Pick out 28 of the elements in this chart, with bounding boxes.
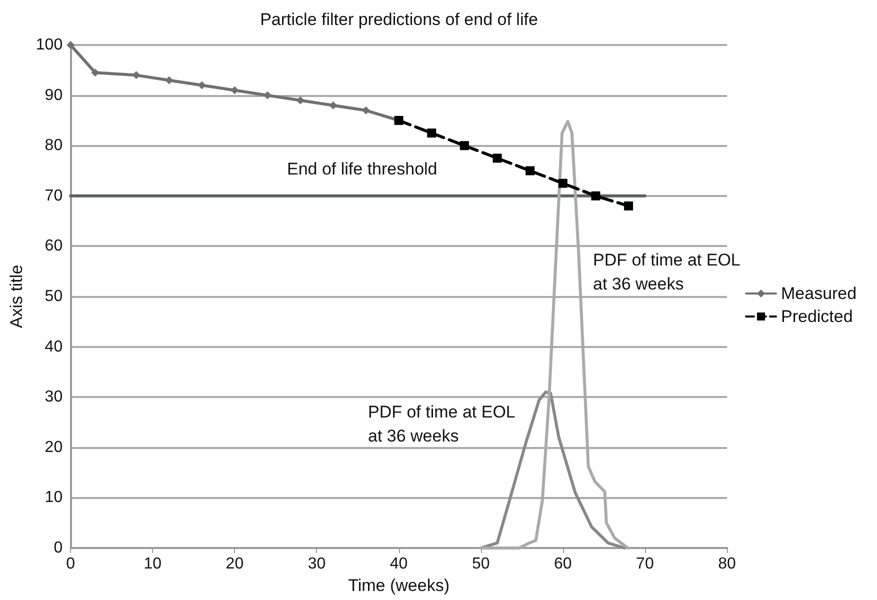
legend-label: Measured	[781, 284, 857, 303]
x-tick-label: 30	[308, 556, 326, 572]
y-tick-label: 100	[36, 36, 63, 54]
y-tick-label: 90	[44, 86, 63, 104]
x-tick-label: 80	[718, 556, 736, 572]
y-tick-label: 20	[44, 438, 63, 456]
annotation: End of life threshold	[287, 160, 438, 178]
x-tick-label: 50	[472, 556, 490, 572]
x-tick-label: 40	[390, 556, 408, 572]
annotation: PDF of time at EOL at 36 weeks	[368, 402, 516, 446]
y-tick-label: 10	[44, 489, 63, 506]
y-axis-title: Axis title	[7, 264, 26, 328]
x-tick-label: 60	[554, 556, 572, 572]
x-tick-label: 70	[636, 556, 654, 572]
x-tick-label: 20	[226, 556, 244, 572]
x-tick-label: 0	[66, 556, 76, 572]
y-tick-label: 0	[54, 540, 63, 556]
y-tick-label: 70	[44, 187, 63, 204]
x-axis-title: Time (weeks)	[348, 576, 450, 595]
chart-title: Particle filter predictions of end of life	[260, 10, 538, 29]
y-tick-label: 80	[44, 137, 63, 154]
x-tick-label: 10	[144, 556, 162, 572]
y-tick-label: 40	[44, 338, 63, 356]
y-tick-label: 50	[44, 288, 63, 305]
y-tick-label: 60	[44, 238, 63, 255]
y-tick-label: 30	[44, 388, 63, 406]
annotation: PDF of time at EOL at 36 weeks	[593, 250, 740, 294]
legend-label: Predicted	[781, 307, 853, 326]
